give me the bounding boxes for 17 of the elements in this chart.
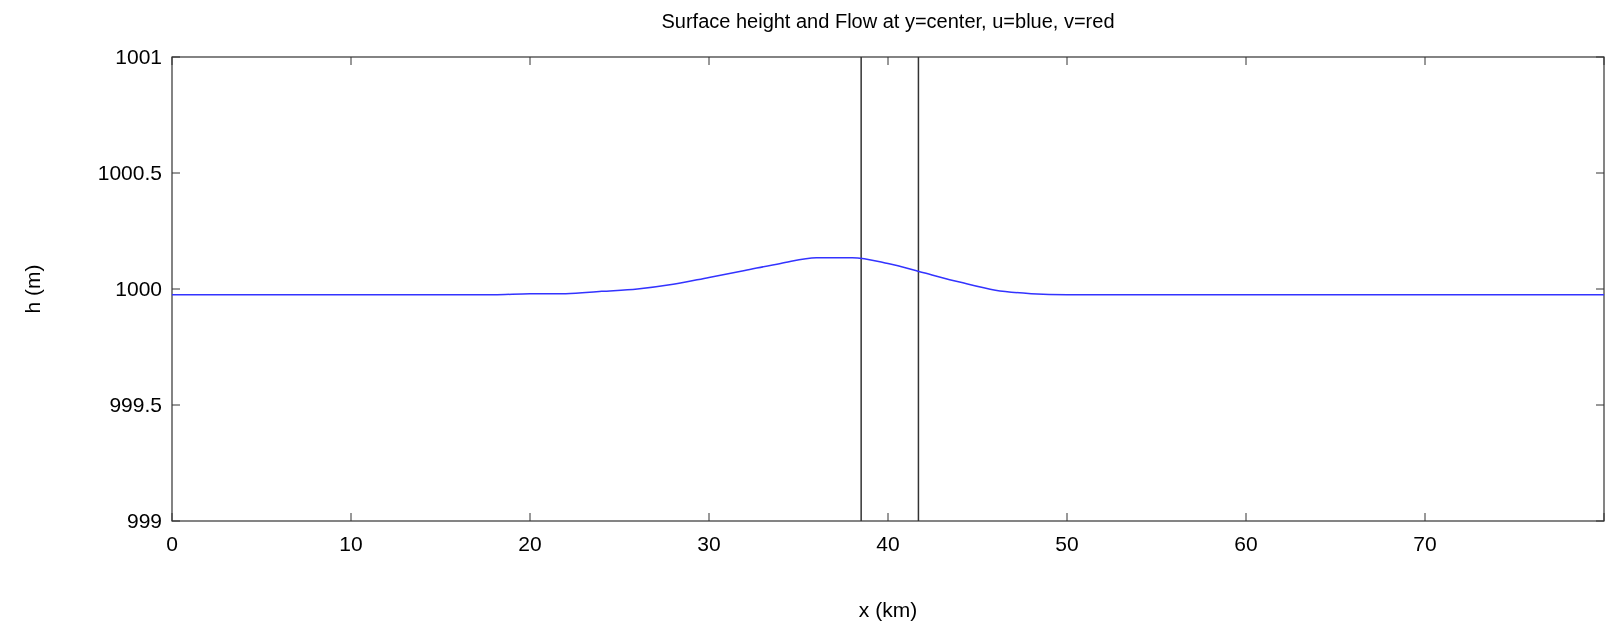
x-tick-label: 10 [339,532,363,555]
y-tick-label: 1000.5 [97,161,162,184]
chart-title: Surface height and Flow at y=center, u=blue, v=red [661,10,1115,32]
x-tick-label: 0 [166,532,178,555]
y-tick-label: 999 [126,509,162,532]
line-series [171,256,1605,296]
y-tick-label: 999.5 [109,393,162,416]
y-tick-label: 1001 [115,45,162,68]
x-tick-label: 20 [518,532,542,555]
x-tick-label: 60 [1234,532,1258,555]
x-axis-title: x (km) [858,598,918,621]
x-tick-label: 50 [1055,532,1079,555]
x-tick-label: 40 [876,532,900,555]
y-axis-title: h (m) [21,264,44,314]
x-tick-label: 30 [697,532,721,555]
y-tick-label: 1000 [115,277,162,300]
x-tick-label: 70 [1413,532,1437,555]
